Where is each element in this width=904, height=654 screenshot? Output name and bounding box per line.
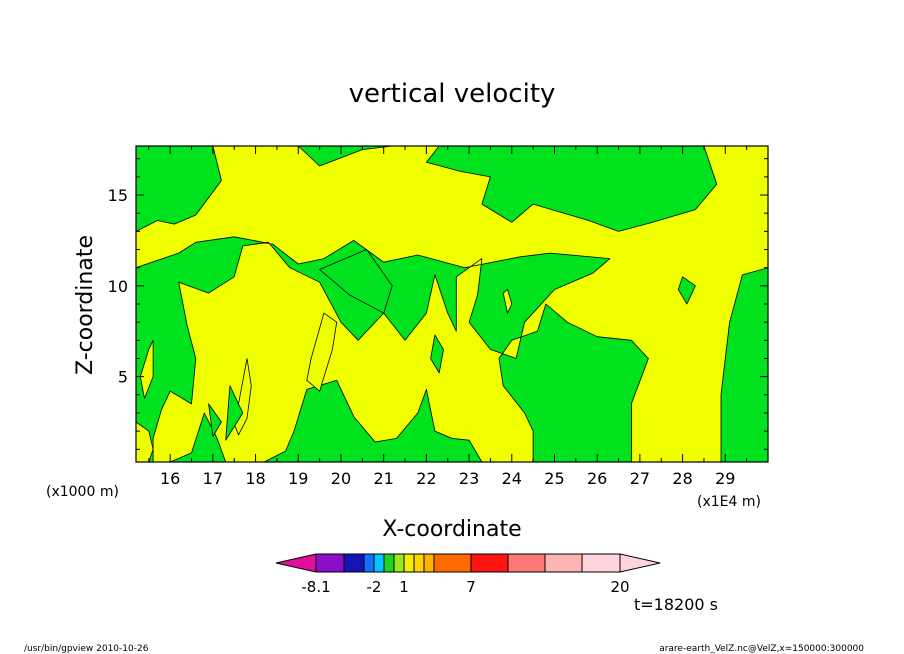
x-tick-label: 18 [245, 469, 265, 488]
footer-right: arare-earth_VelZ.nc@VelZ,x=150000:300000 [659, 644, 864, 654]
colorbar-segment [383, 553, 395, 573]
x-tick-label: 26 [587, 469, 607, 488]
colorbar-segment [413, 553, 425, 573]
x-tick-label: 17 [203, 469, 223, 488]
positive-region-0 [136, 421, 154, 462]
y-tick-label: 15 [108, 186, 128, 205]
colorbar-label: -2 [367, 578, 382, 596]
x-axis: 16 17 18 19 20 21 22 23 24 25 26 27 28 29 [148, 146, 748, 488]
colorbar-label: 7 [466, 578, 476, 596]
colorbar [275, 553, 661, 573]
footer-left: /usr/bin/gpview 2010-10-26 [24, 644, 149, 654]
colorbar-segment [315, 553, 345, 573]
colorbar-arrow-right [619, 553, 661, 573]
colorbar-label: -8.1 [301, 578, 330, 596]
negative-region-10 [208, 403, 222, 438]
colorbar-segment [373, 553, 385, 573]
x-tick-label: 29 [715, 469, 735, 488]
x-tick-label: 25 [544, 469, 564, 488]
colorbar-segment [343, 553, 365, 573]
positive-region-4 [306, 312, 338, 392]
x-tick-label: 22 [416, 469, 436, 488]
colorbar-labels: -8.1 -2 1 7 20 [301, 578, 629, 596]
x-tick-label: 19 [288, 469, 308, 488]
x-unit-left: (x1000 m) [46, 484, 119, 500]
positive-region-5 [502, 289, 513, 314]
plot-area [135, 145, 769, 463]
x-unit-right: (x1E4 m) [697, 494, 761, 510]
x-tick-label: 27 [630, 469, 650, 488]
colorbar-arrow-left [275, 553, 317, 573]
x-tick-label: 20 [331, 469, 351, 488]
colorbar-segment [363, 553, 375, 573]
colorbar-label: 1 [399, 578, 409, 596]
negative-region-8 [430, 334, 444, 374]
colorbar-segment [433, 553, 472, 573]
x-tick-label: 23 [459, 469, 479, 488]
colorbar-label: 20 [610, 578, 629, 596]
colorbar-segment [544, 553, 583, 573]
colorbar-segment [423, 553, 435, 573]
positive-region-1 [136, 146, 768, 462]
positive-region-2 [139, 339, 154, 399]
y-tick-label: 10 [108, 277, 128, 296]
y-axis: 5 10 15 [108, 158, 768, 450]
colorbar-segment [507, 553, 546, 573]
x-axis-label: X-coordinate [382, 517, 521, 542]
x-tick-label: 21 [373, 469, 393, 488]
negative-region-6 [319, 249, 393, 314]
x-tick-label: 24 [502, 469, 522, 488]
colorbar-segment [581, 553, 621, 573]
negative-region-7 [225, 385, 244, 441]
y-tick-label: 5 [118, 368, 128, 387]
time-label: t=18200 s [634, 595, 718, 614]
negative-region-9 [677, 276, 696, 305]
y-axis-label: Z-coordinate [73, 235, 98, 375]
colorbar-segment [470, 553, 509, 573]
x-tick-label: 28 [672, 469, 692, 488]
chart-title: vertical velocity [349, 79, 556, 109]
colorbar-segment [393, 553, 405, 573]
x-tick-label: 16 [160, 469, 180, 488]
colorbar-segment [403, 553, 415, 573]
